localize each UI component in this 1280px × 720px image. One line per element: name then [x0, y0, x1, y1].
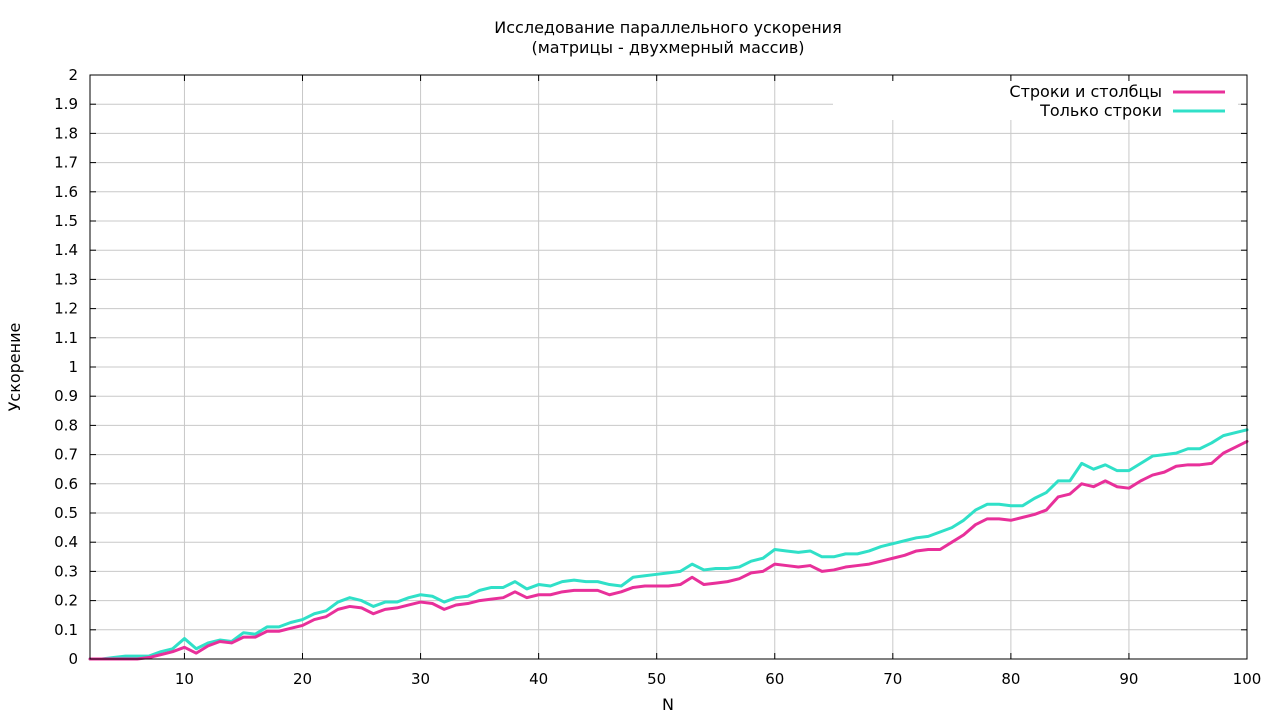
y-tick-label: 1.2	[54, 300, 78, 318]
y-tick-label: 1.7	[54, 154, 78, 172]
y-tick-label: 1.8	[54, 124, 78, 142]
y-tick-label: 1.9	[54, 95, 78, 113]
x-tick-label: 90	[1119, 670, 1138, 688]
series-line-1	[88, 428, 1249, 661]
legend-background	[833, 79, 1238, 120]
y-tick-label: 1.5	[54, 212, 78, 230]
x-tick-label: 50	[647, 670, 666, 688]
y-axis-label: Ускорение	[5, 323, 24, 412]
series-line-0	[88, 439, 1249, 661]
series-lines	[88, 428, 1249, 661]
y-tick-label: 0.7	[54, 446, 78, 464]
y-tick-label: 0.9	[54, 387, 78, 405]
x-tick-label: 80	[1001, 670, 1020, 688]
x-tick-label: 40	[529, 670, 548, 688]
y-tick-label: 0.5	[54, 504, 78, 522]
y-tick-label: 0.1	[54, 621, 78, 639]
y-tick-label: 1.1	[54, 329, 78, 347]
y-tick-label: 0	[68, 650, 78, 668]
x-axis-ticks: 10 20 30 40 50 60 70 80 90 100	[175, 75, 1261, 688]
y-tick-label: 0.8	[54, 416, 78, 434]
y-tick-label: 1.3	[54, 270, 78, 288]
chart-subtitle: (матрицы - двухмерный массив)	[531, 38, 804, 57]
x-tick-label: 20	[293, 670, 312, 688]
y-tick-label: 1	[68, 358, 78, 376]
chart-title: Исследование параллельного ускорения	[494, 18, 841, 37]
y-tick-label: 1.4	[54, 241, 78, 259]
y-tick-label: 1.6	[54, 183, 78, 201]
x-tick-label: 70	[883, 670, 902, 688]
y-tick-label: 0.6	[54, 475, 78, 493]
x-tick-label: 30	[411, 670, 430, 688]
y-tick-label: 0.4	[54, 533, 78, 551]
grid-lines	[90, 75, 1247, 659]
legend-label: Строки и столбцы	[1009, 82, 1162, 101]
y-axis-ticks: 0 0.1 0.2 0.3 0.4 0.5 0.6 0.7 0.8 0.9 1 1.1 1.2 1.3 1.…	[54, 66, 1247, 668]
legend-label: Только строки	[1039, 101, 1162, 120]
x-tick-label: 60	[765, 670, 784, 688]
y-tick-label: 0.3	[54, 562, 78, 580]
x-axis-label: N	[662, 695, 674, 714]
y-tick-label: 0.2	[54, 592, 78, 610]
x-tick-label: 100	[1233, 670, 1262, 688]
x-tick-label: 10	[175, 670, 194, 688]
y-tick-label: 2	[68, 66, 78, 84]
